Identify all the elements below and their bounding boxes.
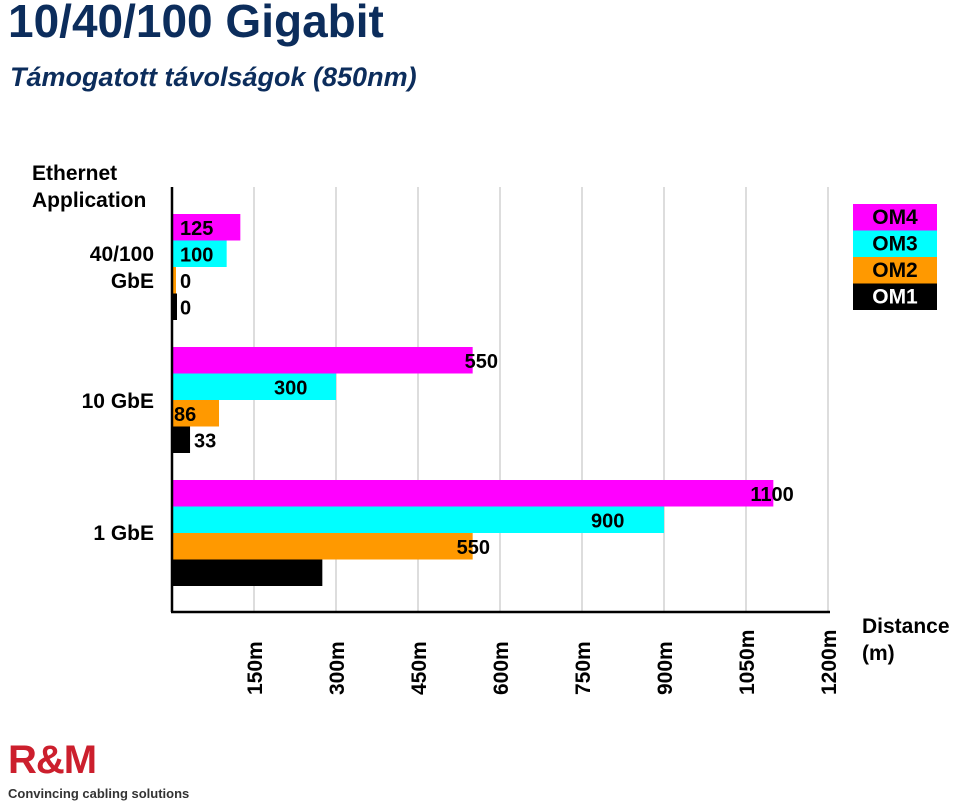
bar-value-label: 900 xyxy=(591,511,624,533)
bar-om1-1 xyxy=(172,426,191,453)
bar-value-label: 0 xyxy=(180,271,191,293)
legend-swatch-om2 xyxy=(853,257,937,284)
bar-om3-1 xyxy=(172,373,336,400)
x-tick-label: 450m xyxy=(408,641,431,695)
x-tick-label: 150m xyxy=(244,641,267,695)
bar-om1-0 xyxy=(172,293,177,320)
bar-om2-1 xyxy=(172,400,220,427)
bar-value-label: 0 xyxy=(180,298,191,320)
bar-om2-2 xyxy=(172,533,473,560)
x-tick-label: 300m xyxy=(326,641,349,695)
x-tick-label: 1200m xyxy=(818,630,841,695)
legend-swatch-om4 xyxy=(853,204,937,231)
x-axis-title: (m) xyxy=(862,642,895,665)
logo-tagline: Convincing cabling solutions xyxy=(8,786,190,801)
bar-om4-2 xyxy=(172,480,774,507)
legend-label: OM2 xyxy=(872,259,918,282)
legend-swatch-om1 xyxy=(853,283,937,310)
x-tick-label: 750m xyxy=(572,641,595,695)
page-title: 10/40/100 Gigabit xyxy=(8,0,384,47)
distance-bar-chart: 125 550 1100 100 300 900 0 86 550 0 33 275 150m 300m 4… xyxy=(32,162,950,695)
x-tick-label: 600m xyxy=(490,641,513,695)
x-axis-title: Distance xyxy=(862,615,950,638)
bar-om3-2 xyxy=(172,506,664,533)
category-label: 1 GbE xyxy=(93,522,154,545)
bar-value-label: 275 xyxy=(230,564,263,586)
x-tick-label: 1050m xyxy=(736,630,759,695)
y-axis-title: Application xyxy=(32,189,146,212)
y-axis-title: Ethernet xyxy=(32,162,117,185)
bar-value-label: 1100 xyxy=(750,484,793,506)
bar-value-label: 550 xyxy=(465,351,498,373)
bar-value-label: 300 xyxy=(274,378,307,400)
bar-value-label: 550 xyxy=(457,537,490,559)
bar-om1-2 xyxy=(172,559,323,586)
bar-value-label: 86 xyxy=(174,404,196,426)
legend-label: OM1 xyxy=(872,286,918,309)
bar-om2-0 xyxy=(172,267,176,294)
rm-logo: R&M Convincing cabling solutions xyxy=(8,740,189,801)
page-subtitle: Támogatott távolságok (850nm) xyxy=(10,62,417,92)
legend-swatch-om3 xyxy=(853,230,937,257)
bar-value-label: 125 xyxy=(180,218,213,240)
x-tick-label: 900m xyxy=(654,641,677,695)
logo-mark: R&M xyxy=(8,738,97,782)
category-label: 10 GbE xyxy=(82,390,154,413)
category-label: GbE xyxy=(111,270,154,293)
legend-label: OM4 xyxy=(872,206,918,229)
bar-om4-0 xyxy=(172,214,241,241)
bar-value-label: 33 xyxy=(194,431,216,453)
category-label: 40/100 xyxy=(90,243,154,266)
bar-om3-0 xyxy=(172,240,227,267)
bar-om4-1 xyxy=(172,347,473,374)
legend-label: OM3 xyxy=(872,233,918,256)
bar-value-label: 100 xyxy=(180,245,213,267)
